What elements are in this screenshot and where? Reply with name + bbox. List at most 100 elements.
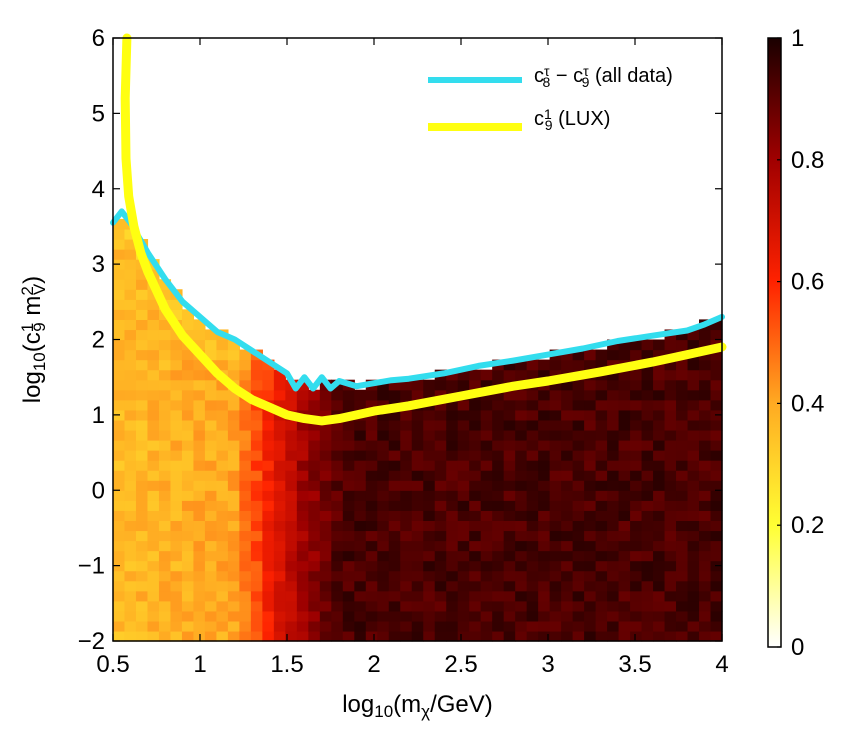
heatmap-cell: [676, 560, 689, 572]
heatmap-cell: [584, 590, 597, 602]
heatmap-cell: [135, 540, 149, 552]
heatmap-cell: [561, 570, 574, 582]
heatmap-cell: [503, 580, 516, 592]
heatmap-cell: [492, 470, 505, 481]
heatmap-cell: [572, 560, 585, 572]
heatmap-cell: [584, 399, 597, 411]
heatmap-cell: [285, 590, 298, 602]
heatmap-cell: [181, 510, 195, 521]
heatmap-cell: [181, 600, 195, 612]
heatmap-cell: [147, 409, 160, 421]
heatmap-cell: [549, 510, 562, 521]
heatmap-cell: [227, 520, 240, 532]
heatmap-cell: [354, 399, 367, 411]
heatmap-cell: [446, 630, 459, 642]
heatmap-cell: [319, 620, 332, 632]
y-tick-label: 4: [92, 176, 105, 203]
heatmap-cell: [262, 620, 275, 632]
heatmap-cell: [124, 530, 137, 542]
heatmap-cell: [538, 399, 551, 411]
heatmap-cell: [434, 450, 447, 461]
heatmap-cell: [170, 500, 183, 511]
heatmap-cell: [319, 600, 332, 612]
heatmap-cell: [469, 520, 482, 532]
heatmap-cell: [687, 359, 700, 371]
heatmap-cell: [618, 480, 631, 491]
heatmap-cell: [503, 429, 516, 441]
heatmap-cell: [227, 419, 240, 431]
heatmap-cell: [503, 399, 516, 411]
heatmap-cell: [515, 610, 528, 622]
heatmap-cell: [250, 520, 263, 532]
heatmap-cell: [526, 480, 539, 491]
heatmap-cell: [469, 580, 482, 592]
heatmap-cell: [446, 369, 459, 381]
heatmap-cell: [469, 540, 482, 552]
heatmap-cell: [308, 480, 321, 491]
heatmap-cell: [181, 550, 195, 562]
heatmap-cell: [250, 570, 263, 582]
heatmap-cell: [572, 550, 585, 562]
heatmap-cell: [285, 580, 298, 592]
heatmap-cell: [239, 359, 252, 371]
heatmap-cell: [124, 570, 137, 582]
heatmap-cell: [193, 600, 206, 612]
heatmap-cell: [158, 289, 172, 300]
heatmap-cell: [124, 319, 137, 331]
heatmap-cell: [227, 429, 240, 441]
heatmap-cell: [158, 480, 172, 491]
heatmap-cell: [492, 520, 505, 532]
heatmap-cell: [124, 259, 137, 270]
heatmap-cell: [170, 540, 183, 552]
heatmap-cell: [377, 520, 390, 532]
heatmap-cell: [549, 500, 562, 511]
heatmap-cell: [124, 429, 137, 441]
heatmap-cell: [664, 359, 677, 371]
heatmap-cell: [607, 379, 620, 391]
heatmap-cell: [147, 490, 160, 501]
heatmap-cell: [170, 490, 183, 501]
heatmap-cell: [492, 500, 505, 511]
heatmap-cell: [434, 620, 447, 632]
heatmap-cell: [308, 590, 321, 602]
heatmap-cell: [676, 429, 689, 441]
heatmap-cell: [400, 600, 413, 612]
heatmap-cell: [388, 429, 401, 441]
heatmap-cell: [135, 630, 149, 642]
heatmap-cell: [710, 580, 723, 592]
heatmap-cell: [135, 460, 149, 471]
heatmap-cell: [216, 419, 229, 431]
heatmap-cell: [630, 570, 643, 582]
legend-label-all-data: cτ 8 − cτ 9 (all data): [534, 63, 673, 90]
heatmap-cell: [538, 500, 551, 511]
heatmap-cell: [664, 540, 677, 552]
heatmap-cell: [641, 399, 654, 411]
heatmap-cell: [113, 620, 126, 632]
heatmap-cell: [250, 540, 263, 552]
heatmap-cell: [354, 450, 367, 461]
heatmap-cell: [618, 500, 631, 511]
heatmap-cell: [595, 500, 608, 511]
heatmap-cell: [538, 440, 551, 451]
heatmap-cell: [710, 530, 723, 542]
heatmap-cell: [227, 470, 240, 481]
heatmap-cell: [664, 590, 677, 602]
heatmap-cell: [239, 349, 252, 361]
heatmap-cell: [124, 289, 137, 300]
heatmap-cell: [526, 369, 539, 381]
heatmap-cell: [308, 600, 321, 612]
heatmap-cell: [124, 590, 137, 602]
heatmap-cell: [216, 339, 229, 351]
heatmap-cell: [308, 429, 321, 441]
heatmap-cell: [457, 590, 470, 602]
heatmap-cell: [549, 520, 562, 532]
heatmap-cell: [204, 610, 218, 622]
heatmap-cell: [135, 610, 149, 622]
heatmap-cell: [526, 550, 539, 562]
heatmap-cell: [561, 490, 574, 501]
heatmap-cell: [158, 379, 172, 391]
heatmap-cell: [250, 429, 263, 441]
heatmap-cell: [423, 610, 436, 622]
heatmap-cell: [457, 580, 470, 592]
heatmap-cell: [687, 399, 700, 411]
